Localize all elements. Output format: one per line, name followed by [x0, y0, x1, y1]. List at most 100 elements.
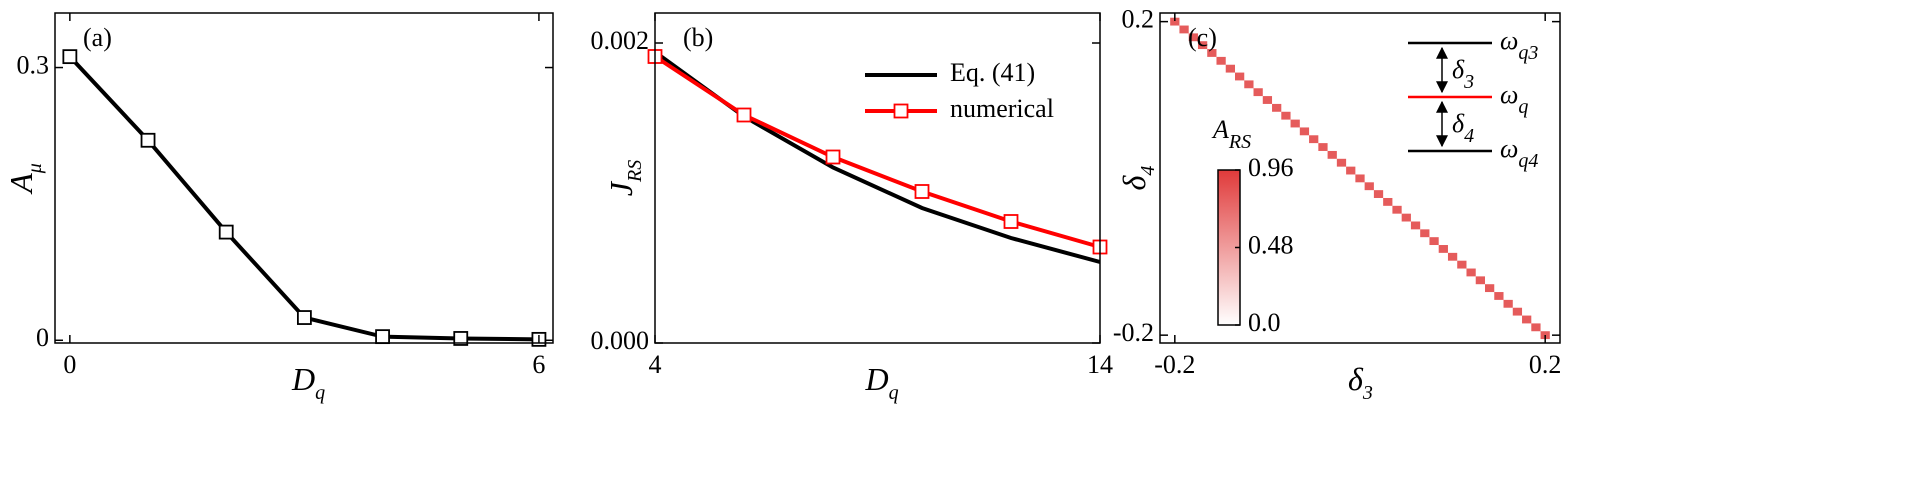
heatmap-cell — [1346, 166, 1356, 175]
y-tick-label: 0.000 — [591, 326, 650, 355]
marker — [375, 329, 390, 345]
y-tick-label: 0.3 — [17, 51, 50, 80]
heatmap-cell — [1383, 197, 1393, 206]
colorbar-label: ARS — [1211, 115, 1251, 153]
gap-label: δ3 — [1452, 55, 1474, 93]
heatmap-cell — [1170, 17, 1180, 26]
energy-level-label: ωq4 — [1500, 134, 1538, 172]
panel-label: (c) — [1188, 23, 1217, 52]
heatmap-cell — [1290, 119, 1300, 128]
y-axis-label-main: A — [3, 173, 39, 195]
x-axis-label: Dq — [865, 361, 899, 403]
x-tick-label: 0.2 — [1529, 350, 1562, 379]
heatmap-cell — [1336, 158, 1347, 167]
x-tick-label: 0 — [63, 350, 76, 379]
marker — [453, 331, 469, 346]
heatmap-cell — [1503, 299, 1513, 308]
x-tick-label: 6 — [532, 350, 545, 379]
legend-label: Eq. (41) — [950, 58, 1035, 87]
y-tick-label: 0.002 — [591, 26, 650, 55]
x-axis-label-sub: 3 — [1362, 382, 1373, 404]
heatmap-cell — [1420, 229, 1430, 238]
heatmap-cell — [1179, 25, 1189, 34]
series-line — [68, 55, 539, 342]
heatmap-cell — [1522, 315, 1532, 324]
heatmap-cell — [1438, 245, 1448, 253]
colorbar-label-main: A — [1211, 115, 1229, 144]
gap-label-sub: 4 — [1464, 125, 1474, 147]
heatmap-cell — [1318, 143, 1328, 151]
heatmap-cell — [1475, 276, 1485, 285]
x-tick-label: -0.2 — [1154, 350, 1195, 379]
energy-level-label-main: ω — [1500, 134, 1518, 163]
energy-level-label-sub: q4 — [1518, 150, 1538, 172]
colorbar-tick-label: 0.0 — [1248, 308, 1281, 337]
legend-label: numerical — [950, 94, 1054, 123]
energy-level-label-main: ω — [1500, 80, 1518, 109]
heatmap-cell — [1364, 182, 1374, 191]
energy-level-label-sub: q3 — [1518, 42, 1538, 64]
heatmap-cell — [1262, 96, 1273, 104]
x-tick-label: 14 — [1087, 350, 1113, 379]
panel-label: (b) — [683, 23, 713, 52]
gap-label-sub: 3 — [1463, 71, 1474, 93]
heatmap-cell — [1410, 221, 1421, 230]
marker — [296, 310, 312, 325]
marker — [140, 132, 156, 148]
energy-level-label: ωq — [1500, 80, 1528, 118]
x-axis-label-main: δ — [1348, 361, 1364, 397]
x-axis-label-main: D — [291, 361, 315, 397]
heatmap-cell — [1494, 292, 1504, 300]
x-axis-label-sub: q — [889, 382, 899, 404]
heatmap-cell — [1281, 111, 1291, 120]
plot-frame — [1159, 12, 1561, 344]
heatmap-cell — [1466, 268, 1476, 277]
y-axis-label-main: J — [603, 180, 639, 196]
heatmap-cell — [1207, 49, 1217, 57]
heatmap-cell — [1457, 260, 1467, 269]
heatmap-cell — [1309, 135, 1319, 144]
y-tick-label: 0 — [36, 323, 49, 352]
marker — [825, 149, 841, 165]
x-axis-label-main: D — [865, 361, 889, 397]
gap-label: δ4 — [1452, 109, 1474, 147]
plot-frame — [654, 12, 1101, 344]
y-axis-label-sub: μ — [24, 163, 46, 174]
heatmap-cell — [1235, 72, 1245, 81]
gap-label-main: δ — [1452, 109, 1465, 138]
heatmap-cell — [1272, 103, 1282, 112]
legend-marker — [893, 103, 909, 119]
colorbar-tick-label: 0.96 — [1248, 153, 1294, 182]
heatmap-cell — [1216, 56, 1226, 65]
x-tick-label: 4 — [649, 350, 662, 379]
colorbar-tick-label: 0.48 — [1248, 230, 1294, 259]
marker — [914, 184, 930, 199]
marker — [1003, 214, 1019, 229]
colorbar-label-sub: RS — [1228, 131, 1251, 153]
y-axis-label: JRS — [603, 160, 645, 196]
heatmap-cell — [1392, 205, 1402, 214]
y-tick-label: -0.2 — [1113, 318, 1154, 347]
gap-label-main: δ — [1452, 55, 1465, 84]
y-axis-label-sub: RS — [624, 160, 646, 183]
heatmap-cell — [1253, 88, 1263, 97]
y-axis-label-main: δ — [1116, 174, 1152, 190]
series-line — [653, 54, 1101, 249]
energy-level-label-sub: q — [1518, 96, 1528, 118]
heatmap-cell — [1373, 190, 1384, 198]
heatmap-cell — [1512, 307, 1523, 316]
heatmap-cell — [1429, 237, 1439, 246]
heatmap-cell — [1485, 284, 1495, 293]
y-axis-label: Aμ — [3, 163, 45, 195]
marker — [218, 224, 234, 240]
heatmap-cell — [1355, 174, 1365, 183]
heatmap-cell — [1197, 41, 1208, 50]
energy-level-label: ωq3 — [1500, 26, 1538, 64]
energy-level-label-main: ω — [1500, 26, 1518, 55]
panel-label: (a) — [83, 23, 112, 52]
heatmap-cell — [1327, 150, 1337, 159]
heatmap-cell — [1401, 213, 1411, 222]
heatmap-cell — [1244, 80, 1254, 89]
x-axis-label: Dq — [291, 361, 325, 403]
